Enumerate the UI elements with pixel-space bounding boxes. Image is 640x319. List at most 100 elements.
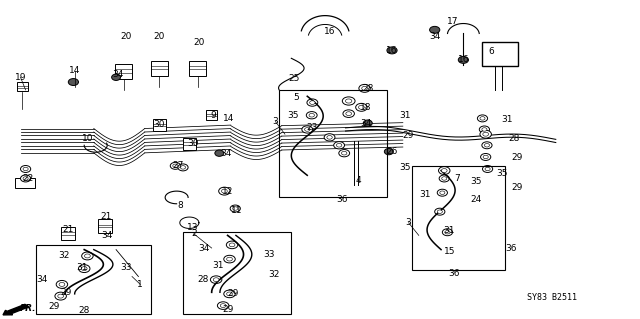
Ellipse shape [483,155,488,159]
Ellipse shape [435,208,445,215]
Text: 32: 32 [58,251,70,260]
Text: 29: 29 [48,302,60,311]
Text: 4: 4 [355,175,361,185]
Text: 28: 28 [362,84,374,93]
Ellipse shape [333,142,344,149]
Ellipse shape [362,86,367,90]
Text: 18: 18 [360,103,371,112]
Ellipse shape [385,148,394,155]
Text: 31: 31 [501,115,513,124]
Ellipse shape [307,99,318,106]
Text: 30: 30 [154,120,165,129]
Text: 34: 34 [101,231,112,240]
Ellipse shape [309,114,314,117]
Text: 3: 3 [273,117,278,126]
Text: 36: 36 [337,195,348,204]
Ellipse shape [481,153,491,160]
Text: 27: 27 [172,161,184,170]
Ellipse shape [55,292,67,300]
Text: 19: 19 [15,73,26,82]
Bar [36,245,151,315]
Text: 35: 35 [399,163,410,172]
Ellipse shape [445,231,450,234]
Text: 26: 26 [387,147,397,156]
Ellipse shape [20,166,31,173]
Text: 9: 9 [210,111,216,120]
Ellipse shape [342,151,347,155]
Ellipse shape [346,99,352,103]
Text: 20: 20 [154,32,165,41]
Ellipse shape [219,187,230,195]
Ellipse shape [437,210,442,213]
Ellipse shape [227,241,238,249]
Text: 31: 31 [399,111,410,120]
Text: 16: 16 [386,46,397,55]
Text: 32: 32 [268,271,279,279]
Text: 5: 5 [294,93,300,102]
Ellipse shape [327,136,332,139]
Text: 15: 15 [444,247,455,256]
Ellipse shape [482,128,487,131]
Text: 34: 34 [36,275,48,284]
Ellipse shape [480,117,485,120]
Text: 34: 34 [220,149,232,158]
Ellipse shape [224,255,236,263]
Bar [189,61,206,76]
Bar [183,138,196,150]
Text: 23: 23 [307,123,318,132]
Ellipse shape [23,177,28,180]
Ellipse shape [339,150,349,157]
Text: 7: 7 [454,174,460,183]
Text: 34: 34 [429,32,441,41]
Bar [412,166,505,270]
Text: 29: 29 [403,131,413,140]
Ellipse shape [358,105,364,109]
Text: 35: 35 [287,111,299,120]
Text: 28: 28 [79,306,90,315]
Ellipse shape [442,177,447,180]
Text: 8: 8 [177,201,182,210]
Ellipse shape [337,144,342,147]
Ellipse shape [173,164,178,167]
Text: 33: 33 [263,250,275,259]
Ellipse shape [220,304,226,308]
Text: 35: 35 [470,177,482,186]
Text: 29: 29 [512,183,524,192]
Ellipse shape [227,257,232,261]
Ellipse shape [221,189,227,193]
Ellipse shape [227,292,232,296]
Ellipse shape [483,132,488,136]
Text: 31: 31 [77,263,88,271]
Ellipse shape [170,162,180,169]
Ellipse shape [439,175,449,182]
Ellipse shape [440,191,445,195]
Ellipse shape [81,267,87,271]
Ellipse shape [310,101,315,104]
Text: 3: 3 [406,218,412,227]
Text: 28: 28 [197,275,209,284]
Text: 21: 21 [101,212,112,221]
Text: 21: 21 [63,225,74,234]
Text: 31: 31 [419,190,431,199]
Ellipse shape [343,110,355,117]
Text: 30: 30 [187,139,198,148]
Text: 29: 29 [228,289,239,298]
Text: 13: 13 [187,223,198,232]
Ellipse shape [482,142,492,149]
Text: 34: 34 [360,119,372,128]
Ellipse shape [211,276,222,284]
Text: 25: 25 [289,74,300,83]
Ellipse shape [458,56,468,63]
Ellipse shape [111,74,120,80]
Ellipse shape [233,207,238,210]
Bar [153,119,166,131]
Ellipse shape [483,166,493,173]
Text: 29: 29 [512,153,524,162]
Ellipse shape [180,166,186,169]
Text: SY83 B2511: SY83 B2511 [527,293,577,301]
Text: 36: 36 [448,269,460,278]
Text: 31: 31 [212,261,224,270]
Text: 34: 34 [112,70,124,78]
Ellipse shape [307,112,317,119]
Ellipse shape [342,97,355,105]
